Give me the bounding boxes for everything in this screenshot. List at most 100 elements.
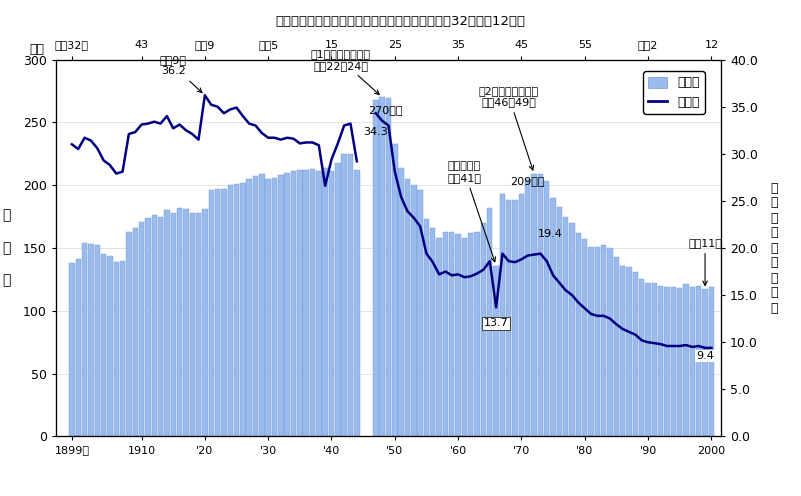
Bar: [373, 100, 379, 436]
Bar: [183, 209, 188, 436]
Bar: [405, 179, 410, 436]
Bar: [513, 200, 517, 436]
Bar: [164, 210, 170, 436]
Bar: [437, 238, 442, 436]
Bar: [594, 247, 600, 436]
Bar: [380, 97, 384, 436]
Bar: [260, 174, 264, 436]
Bar: [114, 262, 119, 436]
Bar: [664, 287, 670, 436]
Bar: [544, 182, 549, 436]
Bar: [69, 263, 74, 436]
Bar: [525, 179, 530, 436]
Bar: [151, 215, 157, 436]
Bar: [265, 179, 271, 436]
Bar: [537, 174, 543, 436]
Bar: [120, 260, 125, 436]
Bar: [481, 223, 486, 436]
Bar: [709, 287, 714, 436]
Bar: [310, 169, 316, 436]
Bar: [354, 170, 360, 436]
Bar: [284, 173, 290, 436]
Bar: [304, 170, 309, 436]
Bar: [424, 219, 429, 436]
Bar: [278, 175, 284, 436]
Bar: [88, 244, 94, 436]
Bar: [614, 257, 619, 436]
Bar: [95, 246, 100, 436]
Bar: [506, 200, 512, 436]
Bar: [570, 223, 575, 436]
Bar: [620, 265, 626, 436]
Bar: [190, 213, 195, 436]
Bar: [171, 213, 176, 436]
Bar: [670, 287, 676, 436]
Text: 第1次ベビーブーム
昭和22～24年: 第1次ベビーブーム 昭和22～24年: [311, 49, 379, 95]
Bar: [145, 218, 151, 436]
Bar: [677, 288, 682, 436]
Bar: [177, 208, 183, 436]
Bar: [702, 290, 708, 436]
Bar: [468, 233, 473, 436]
Bar: [202, 209, 207, 436]
Text: 大正9年
36.2: 大正9年 36.2: [159, 55, 202, 93]
Bar: [487, 208, 493, 436]
Bar: [576, 233, 582, 436]
Bar: [601, 246, 606, 436]
Text: 34.3: 34.3: [364, 127, 388, 137]
Bar: [683, 284, 689, 436]
Bar: [328, 171, 334, 436]
Y-axis label: 出
生
率
（
人
口
千
対
）: 出 生 率 （ 人 口 千 対 ）: [771, 182, 779, 314]
Text: ひのえうま
昭和41年: ひのえうま 昭和41年: [448, 161, 496, 262]
Text: 270万人: 270万人: [368, 105, 403, 115]
Bar: [253, 177, 258, 436]
Bar: [633, 272, 638, 436]
Bar: [646, 283, 650, 436]
Bar: [690, 287, 695, 436]
Text: 出生数・出生率（人口千対）の年次推移　－明治32～平成12年－: 出生数・出生率（人口千対）の年次推移 －明治32～平成12年－: [276, 15, 525, 28]
Bar: [323, 168, 328, 436]
Legend: 出生数, 出生率: 出生数, 出生率: [643, 71, 705, 114]
Text: 19.4: 19.4: [537, 229, 562, 239]
Bar: [291, 171, 296, 436]
Bar: [386, 99, 391, 436]
Bar: [348, 154, 353, 436]
Bar: [607, 248, 613, 436]
Bar: [456, 234, 461, 436]
Bar: [582, 239, 587, 436]
Text: 第2次ベビーブーム
昭和46～49年: 第2次ベビーブーム 昭和46～49年: [479, 86, 539, 170]
Bar: [247, 179, 252, 436]
Text: 9.4: 9.4: [696, 351, 714, 361]
Bar: [652, 283, 657, 436]
Bar: [215, 189, 220, 436]
Bar: [658, 286, 663, 436]
Bar: [550, 198, 556, 436]
Bar: [234, 184, 239, 436]
Bar: [500, 194, 505, 436]
Text: 平成11年: 平成11年: [688, 238, 722, 286]
Bar: [430, 228, 436, 436]
Bar: [195, 213, 201, 436]
Text: 209万人: 209万人: [510, 177, 545, 186]
Bar: [316, 171, 321, 436]
Bar: [132, 228, 138, 436]
Bar: [474, 232, 480, 436]
Text: 13.7: 13.7: [484, 318, 509, 328]
Bar: [208, 190, 214, 436]
Bar: [531, 174, 537, 436]
Bar: [443, 232, 449, 436]
Bar: [107, 255, 113, 436]
Bar: [158, 217, 163, 436]
Bar: [240, 183, 246, 436]
Bar: [557, 206, 562, 436]
Bar: [589, 247, 594, 436]
Bar: [75, 259, 81, 436]
Bar: [639, 279, 645, 436]
Bar: [297, 170, 303, 436]
Bar: [696, 286, 702, 436]
Y-axis label: 出

生

数: 出 生 数: [2, 209, 10, 287]
Bar: [101, 254, 107, 436]
Bar: [417, 190, 423, 436]
Bar: [335, 163, 340, 436]
Bar: [461, 238, 467, 436]
